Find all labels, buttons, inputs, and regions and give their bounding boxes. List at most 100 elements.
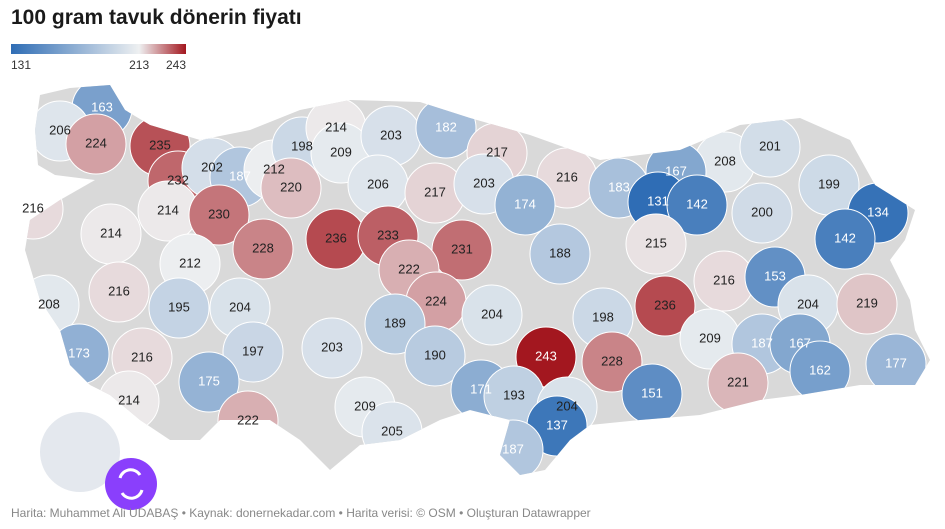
province-value: 222 xyxy=(237,412,259,427)
province xyxy=(494,174,556,236)
province-value: 243 xyxy=(535,348,557,363)
legend-bar xyxy=(11,44,186,54)
province-value: 209 xyxy=(699,330,721,345)
province-value: 215 xyxy=(645,235,667,250)
province-value: 236 xyxy=(325,230,347,245)
province xyxy=(529,223,591,285)
province-value: 131 xyxy=(647,193,669,208)
province-value: 162 xyxy=(809,362,831,377)
province-value: 212 xyxy=(179,255,201,270)
province-value: 199 xyxy=(818,176,840,191)
province-value: 153 xyxy=(764,268,786,283)
province-value: 204 xyxy=(556,398,578,413)
province xyxy=(404,325,466,387)
province-value: 216 xyxy=(22,200,44,215)
province-value: 171 xyxy=(470,381,492,396)
province-value: 175 xyxy=(198,373,220,388)
overlay-button-icon xyxy=(118,468,144,500)
province xyxy=(634,275,696,337)
province-value: 203 xyxy=(321,339,343,354)
province-value: 236 xyxy=(654,297,676,312)
province-value: 198 xyxy=(592,309,614,324)
province-value: 217 xyxy=(424,184,446,199)
province-value: 137 xyxy=(546,417,568,432)
province-value: 188 xyxy=(549,245,571,260)
province xyxy=(836,273,898,335)
province-value: 203 xyxy=(473,175,495,190)
overlay-button[interactable] xyxy=(105,458,157,510)
province-value: 214 xyxy=(325,119,347,134)
province-value: 174 xyxy=(514,196,536,211)
legend-label: 131 xyxy=(11,58,31,72)
province xyxy=(461,284,523,346)
overlay-icon xyxy=(40,412,120,492)
province-value: 216 xyxy=(131,349,153,364)
province-value: 204 xyxy=(481,306,503,321)
province-value: 151 xyxy=(641,385,663,400)
province-value: 233 xyxy=(377,227,399,242)
province-value: 206 xyxy=(49,122,71,137)
province-value: 187 xyxy=(751,335,773,350)
province-value: 163 xyxy=(91,99,113,114)
province-value: 204 xyxy=(797,296,819,311)
province-value: 187 xyxy=(229,168,251,183)
legend-label: 213 xyxy=(129,58,149,72)
province-value: 201 xyxy=(759,138,781,153)
province-value: 220 xyxy=(280,179,302,194)
province-value: 219 xyxy=(856,295,878,310)
province-value: 167 xyxy=(665,163,687,178)
province-value: 202 xyxy=(201,159,223,174)
province-value: 198 xyxy=(291,138,313,153)
province-value: 193 xyxy=(503,387,525,402)
footer: Harita: Muhammet Ali UDABAŞ • Kaynak: do… xyxy=(11,506,591,520)
province-value: 214 xyxy=(100,225,122,240)
province-value: 195 xyxy=(168,299,190,314)
province xyxy=(188,184,250,246)
province-value: 228 xyxy=(601,353,623,368)
province-value: 208 xyxy=(714,153,736,168)
province xyxy=(301,317,363,379)
province-value: 197 xyxy=(242,343,264,358)
province-value: 217 xyxy=(486,144,508,159)
legend-label: 243 xyxy=(166,58,186,72)
province xyxy=(222,321,284,383)
province-value: 190 xyxy=(424,347,446,362)
province-value: 189 xyxy=(384,315,406,330)
province-value: 228 xyxy=(252,240,274,255)
province xyxy=(625,213,687,275)
province-value: 212 xyxy=(263,161,285,176)
province-value: 214 xyxy=(157,202,179,217)
province-value: 232 xyxy=(167,172,189,187)
province-value: 187 xyxy=(502,441,524,456)
province-value: 235 xyxy=(149,137,171,152)
province xyxy=(814,208,876,270)
title: 100 gram tavuk dönerin fiyatı xyxy=(11,6,302,29)
province xyxy=(731,182,793,244)
province-value: 231 xyxy=(451,241,473,256)
province-value: 216 xyxy=(556,169,578,184)
province-value: 182 xyxy=(435,119,457,134)
province xyxy=(148,277,210,339)
province xyxy=(666,174,728,236)
province xyxy=(65,113,127,175)
province-value: 142 xyxy=(686,196,708,211)
province-value: 208 xyxy=(38,296,60,311)
province-value: 173 xyxy=(68,345,90,360)
province-value: 224 xyxy=(85,135,107,150)
province xyxy=(232,218,294,280)
province-value: 209 xyxy=(330,144,352,159)
province-value: 134 xyxy=(867,204,889,219)
province xyxy=(88,261,150,323)
province xyxy=(178,351,240,413)
province-value: 200 xyxy=(751,204,773,219)
province-value: 177 xyxy=(885,355,907,370)
province-value: 216 xyxy=(713,272,735,287)
province-value: 183 xyxy=(608,179,630,194)
province-value: 222 xyxy=(398,261,420,276)
province-value: 204 xyxy=(229,299,251,314)
province-value: 206 xyxy=(367,176,389,191)
province-value: 214 xyxy=(118,392,140,407)
province-value: 230 xyxy=(208,206,230,221)
